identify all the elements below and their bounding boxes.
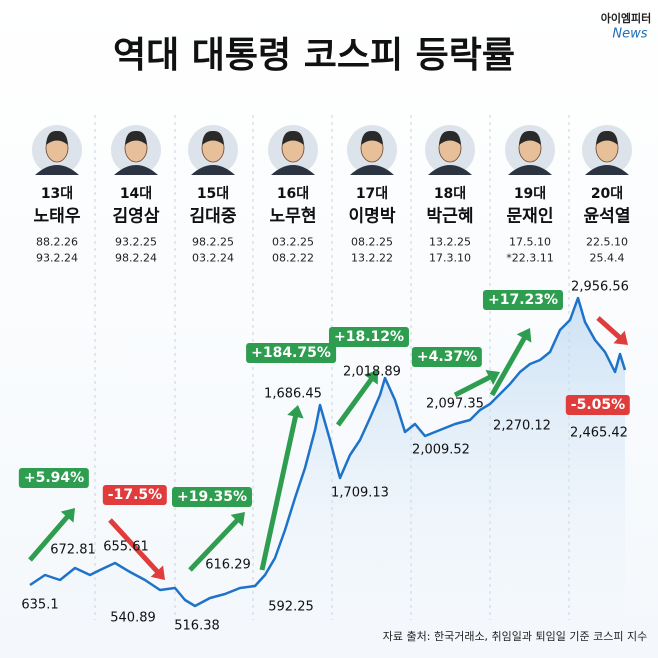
portrait-hair	[46, 130, 68, 145]
logo: 아이엠피터	[600, 12, 652, 25]
term-number: 17대	[355, 186, 389, 202]
trend-arrow-head	[287, 405, 304, 419]
term-number: 18대	[433, 186, 467, 202]
index-value: 2,956.56	[571, 279, 629, 295]
portrait-suit	[350, 165, 394, 175]
trend-arrow-head	[150, 565, 165, 580]
index-value: 655.61	[103, 539, 149, 555]
change-label: +184.75%	[246, 343, 336, 363]
term-number: 13대	[40, 186, 74, 202]
term-start: 98.2.25	[192, 235, 234, 249]
change-label: +5.94%	[18, 468, 90, 488]
president-name: 노무현	[269, 206, 317, 227]
trend-arrow	[596, 316, 624, 342]
index-value: 635.1	[21, 597, 59, 613]
portrait-hair	[596, 130, 618, 145]
term-number: 19대	[513, 186, 547, 202]
index-value: 516.38	[174, 618, 220, 634]
president-name: 김대중	[189, 206, 237, 227]
trend-arrow-head	[516, 328, 532, 343]
term-start: 22.5.10	[586, 235, 628, 249]
change-label: -5.05%	[565, 395, 631, 415]
portrait-suit	[191, 165, 235, 175]
portrait-hair	[125, 130, 147, 145]
index-value: 616.29	[205, 557, 251, 573]
president-name: 윤석열	[583, 206, 631, 227]
index-area	[30, 298, 625, 640]
president-name: 노태우	[33, 206, 81, 227]
title: 역대 대통령 코스피 등락률	[113, 35, 515, 76]
index-line	[29, 296, 627, 608]
term-end: 98.2.24	[115, 251, 157, 265]
portrait-hair	[439, 130, 461, 145]
portrait-hair	[282, 130, 304, 145]
president-name: 문재인	[506, 206, 554, 227]
index-value: 592.25	[268, 599, 314, 615]
portrait-suit	[585, 165, 629, 175]
trend-arrow	[259, 412, 299, 571]
trend-arrow	[28, 512, 72, 562]
portrait-hair	[202, 130, 224, 145]
index-value: 1,709.13	[331, 485, 389, 501]
index-value: 2,097.35	[426, 396, 484, 412]
trend-arrow	[108, 518, 162, 576]
logo-sub: News	[612, 26, 648, 42]
portrait-suit	[271, 165, 315, 175]
change-label: +18.12%	[328, 327, 410, 347]
trend-arrow	[489, 333, 529, 397]
term-number: 15대	[196, 186, 230, 202]
term-end: 25.4.4	[589, 251, 625, 265]
term-start: 88.2.26	[36, 235, 78, 249]
change-label: -17.5%	[102, 485, 168, 505]
index-value: 2,018.89	[343, 364, 401, 380]
term-start: 08.2.25	[351, 235, 393, 249]
portrait-suit	[114, 165, 158, 175]
term-end: *22.3.11	[506, 251, 554, 265]
index-value: 1,686.45	[264, 386, 322, 402]
term-start: 03.2.25	[272, 235, 314, 249]
term-number: 16대	[276, 186, 310, 202]
portrait-hair	[519, 130, 541, 145]
trend-arrow-head	[60, 508, 75, 523]
portrait-suit	[35, 165, 79, 175]
trend-arrow	[188, 516, 242, 572]
trend-arrow-head	[613, 330, 628, 345]
term-end: 13.2.22	[351, 251, 393, 265]
term-end: 08.2.22	[272, 251, 314, 265]
index-value: 2,465.42	[570, 425, 628, 441]
term-number: 20대	[590, 186, 624, 202]
index-value: 672.81	[50, 542, 96, 558]
trend-arrow	[335, 374, 376, 427]
term-end: 93.2.24	[36, 251, 78, 265]
trend-arrow-head	[364, 370, 378, 385]
trend-arrow-head	[230, 512, 245, 527]
president-name: 박근혜	[426, 206, 474, 227]
term-start: 13.2.25	[429, 235, 471, 249]
president-name: 이명박	[348, 206, 396, 227]
source: 자료 출처: 한국거래소, 취임일과 퇴임일 기준 코스피 지수	[382, 630, 648, 643]
change-label: +4.37%	[411, 347, 483, 367]
term-start: 17.5.10	[509, 235, 551, 249]
term-start: 93.2.25	[115, 235, 157, 249]
portrait-suit	[508, 165, 552, 175]
change-label: +19.35%	[171, 487, 253, 507]
trend-arrow-head	[485, 369, 500, 385]
term-end: 03.2.24	[192, 251, 234, 265]
portrait-hair	[361, 130, 383, 145]
index-value: 2,270.12	[493, 418, 551, 434]
term-number: 14대	[119, 186, 153, 202]
trend-arrow	[453, 373, 495, 398]
index-value: 540.89	[110, 610, 156, 626]
portrait-suit	[428, 165, 472, 175]
term-end: 17.3.10	[429, 251, 471, 265]
index-value: 2,009.52	[412, 442, 470, 458]
change-label: +17.23%	[482, 290, 564, 310]
president-name: 김영삼	[112, 206, 160, 227]
separators	[94, 115, 570, 620]
